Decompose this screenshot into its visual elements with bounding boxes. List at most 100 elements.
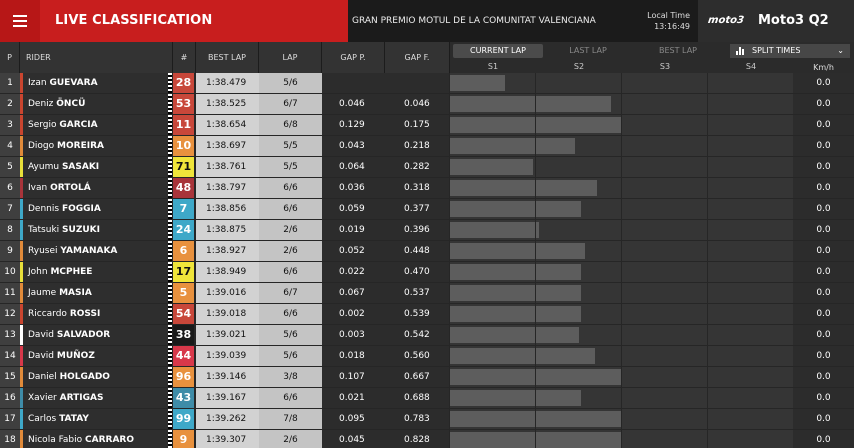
table-row[interactable]: 14 David MUÑOZ 44 1:39.039 5/6 0.018 0.560 0.0 xyxy=(0,346,854,367)
table-row[interactable]: 18 Nicola Fabio CARRARO 9 1:39.307 2/6 0.045 0… xyxy=(0,430,854,448)
position: 1 xyxy=(0,73,20,93)
sector-4-cell xyxy=(708,136,793,156)
table-row[interactable]: 15 Daniel HOLGADO 96 1:39.146 3/8 0.107 0.667 0… xyxy=(0,367,854,388)
speed-kmh: 0.0 xyxy=(793,178,854,198)
col-lap: LAP xyxy=(259,42,322,73)
gap-first: 0.688 xyxy=(385,388,449,408)
sector-2-cell xyxy=(536,325,621,345)
rider-name: Dennis FOGGIA xyxy=(23,199,169,219)
table-row[interactable]: 12 Riccardo ROSSI 54 1:39.018 6/6 0.002 0.539 0… xyxy=(0,304,854,325)
checkered-strip xyxy=(168,367,172,387)
sector-1-cell xyxy=(450,178,535,198)
sector-progress-bar xyxy=(536,369,621,385)
col-pos: P xyxy=(0,42,20,73)
checkered-strip xyxy=(168,304,172,324)
rider-number: 11 xyxy=(173,115,194,135)
sector-progress-bar xyxy=(450,369,535,385)
team-color-strip xyxy=(20,388,23,408)
sector-3-cell xyxy=(622,199,707,219)
position: 18 xyxy=(0,430,20,448)
table-row[interactable]: 13 David SALVADOR 38 1:39.021 5/6 0.003 0.542 0… xyxy=(0,325,854,346)
moto3-logo-icon: moto3 xyxy=(707,15,745,26)
sector-4-cell xyxy=(708,346,793,366)
checkered-strip xyxy=(168,220,172,240)
sector-4-cell xyxy=(708,115,793,135)
split-times-select[interactable]: SPLIT TIMES ⌄ xyxy=(730,44,850,58)
tab-last-lap[interactable]: LAST LAP xyxy=(569,46,607,55)
table-row[interactable]: 5 Ayumu SASAKI 71 1:38.761 5/5 0.064 0.282 0.0 xyxy=(0,157,854,178)
sector-1-cell xyxy=(450,325,535,345)
menu-button[interactable] xyxy=(0,0,40,42)
rider-name: David SALVADOR xyxy=(23,325,169,345)
tab-current-lap[interactable]: CURRENT LAP xyxy=(453,44,543,58)
gap-previous: 0.021 xyxy=(322,388,385,408)
rider-first-name: Tatsuki xyxy=(28,225,60,235)
rider-first-name: Diogo xyxy=(28,141,55,151)
rider-name: Deniz ÖNCÜ xyxy=(23,94,169,114)
team-color-strip xyxy=(20,115,23,135)
checkered-strip xyxy=(168,241,172,261)
speed-kmh: 0.0 xyxy=(793,367,854,387)
position: 10 xyxy=(0,262,20,282)
position: 2 xyxy=(0,94,20,114)
table-row[interactable]: 7 Dennis FOGGIA 7 1:38.856 6/6 0.059 0.377 0.0 xyxy=(0,199,854,220)
session-name: Moto3 Q2 xyxy=(758,13,829,28)
lap-count: 5/5 xyxy=(259,157,322,177)
speed-kmh: 0.0 xyxy=(793,115,854,135)
table-row[interactable]: 9 Ryusei YAMANAKA 6 1:38.927 2/6 0.052 0.448 0.… xyxy=(0,241,854,262)
rider-number: 9 xyxy=(173,430,194,448)
lap-count: 5/6 xyxy=(259,325,322,345)
rider-number: 7 xyxy=(173,199,194,219)
rider-first-name: Nicola Fabio xyxy=(28,435,83,445)
rider-last-name: TATAY xyxy=(59,414,89,424)
col-best-lap: BEST LAP xyxy=(196,42,259,73)
rider-number: 5 xyxy=(173,283,194,303)
table-row[interactable]: 1 Izan GUEVARA 28 1:38.479 5/6 0.0 xyxy=(0,73,854,94)
rider-name: Daniel HOLGADO xyxy=(23,367,169,387)
rider-last-name: MUÑOZ xyxy=(56,351,95,361)
team-color-strip xyxy=(20,262,23,282)
sector-1-cell xyxy=(450,367,535,387)
lap-count: 5/6 xyxy=(259,73,322,93)
sector-1-cell xyxy=(450,220,535,240)
best-lap: 1:38.856 xyxy=(196,199,259,219)
sector-progress-bar xyxy=(450,180,535,196)
sector-3-cell xyxy=(622,115,707,135)
team-color-strip xyxy=(20,409,23,429)
sector-4-cell xyxy=(708,325,793,345)
sector-4-cell xyxy=(708,94,793,114)
gap-previous: 0.043 xyxy=(322,136,385,156)
col-gap-first: GAP F. xyxy=(385,42,450,73)
table-row[interactable]: 8 Tatsuki SUZUKI 24 1:38.875 2/6 0.019 0.396 0.… xyxy=(0,220,854,241)
sector-progress-bar xyxy=(450,75,505,91)
rider-first-name: Izan xyxy=(28,78,47,88)
rider-number: 43 xyxy=(173,388,194,408)
table-row[interactable]: 6 Ivan ORTOLÁ 48 1:38.797 6/6 0.036 0.318 0.0 xyxy=(0,178,854,199)
table-row[interactable]: 11 Jaume MASIA 5 1:39.016 6/7 0.067 0.537 0.0 xyxy=(0,283,854,304)
table-row[interactable]: 17 Carlos TATAY 99 1:39.262 7/8 0.095 0.783 0.0 xyxy=(0,409,854,430)
sector-1-cell xyxy=(450,94,535,114)
tab-best-lap[interactable]: BEST LAP xyxy=(659,46,697,55)
table-row[interactable]: 4 Diogo MOREIRA 10 1:38.697 5/5 0.043 0.218 0.0 xyxy=(0,136,854,157)
lap-count: 2/6 xyxy=(259,220,322,240)
sector-progress-bar xyxy=(536,411,621,427)
table-row[interactable]: 2 Deniz ÖNCÜ 53 1:38.525 6/7 0.046 0.046 0.0 xyxy=(0,94,854,115)
sector-2-cell xyxy=(536,346,621,366)
sector-3-cell xyxy=(622,220,707,240)
table-row[interactable]: 10 John MCPHEE 17 1:38.949 6/6 0.022 0.470 0.0 xyxy=(0,262,854,283)
title-block xyxy=(0,0,348,42)
best-lap: 1:39.016 xyxy=(196,283,259,303)
table-row[interactable]: 3 Sergio GARCIA 11 1:38.654 6/8 0.129 0.175 0.0 xyxy=(0,115,854,136)
sector-3-cell xyxy=(622,241,707,261)
event-name: GRAN PREMIO MOTUL DE LA COMUNITAT VALENC… xyxy=(352,16,596,26)
sector-2-cell xyxy=(536,283,621,303)
table-row[interactable]: 16 Xavier ARTIGAS 43 1:39.167 6/6 0.021 0.688 0… xyxy=(0,388,854,409)
rider-first-name: David xyxy=(28,351,54,361)
sector-3-cell xyxy=(622,430,707,448)
checkered-strip xyxy=(168,157,172,177)
local-time-label: Local Time xyxy=(647,11,690,20)
session-block xyxy=(698,0,854,42)
sector-progress-bar xyxy=(450,243,535,259)
rider-last-name: MASIA xyxy=(59,288,92,298)
gap-first: 0.667 xyxy=(385,367,449,387)
